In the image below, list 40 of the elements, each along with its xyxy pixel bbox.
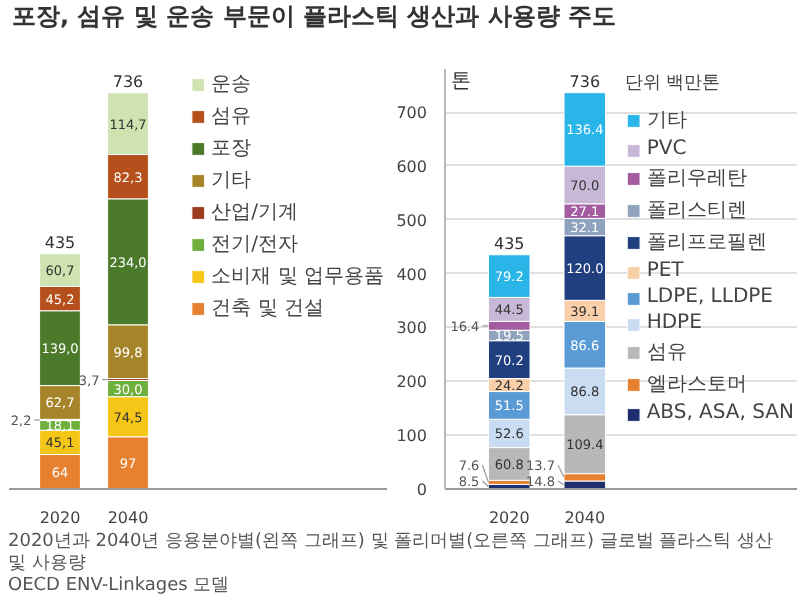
legend-label: 폴리스티렌 — [646, 198, 747, 224]
legend-label: 기타 — [646, 108, 687, 134]
legend-label: ABS, ASA, SAN — [646, 402, 794, 424]
legend-label: 건축 및 건설 — [211, 296, 324, 322]
legend-label: 섬유 — [211, 104, 252, 130]
legend-label: 폴리프로필렌 — [646, 230, 767, 256]
y-tick-label: 0 — [416, 481, 428, 499]
legend-title: 단위 백만톤 — [624, 72, 723, 96]
y-tick-label: 100 — [396, 427, 428, 446]
y-tick-label: 600 — [396, 157, 428, 176]
x-tick-label: 2020 — [488, 509, 530, 527]
legend-label: HDPE — [646, 312, 702, 334]
legend-label: 운송 — [211, 72, 252, 98]
text: 포장, 섬유 및 운송 부문이 플라스틱 생산과 사용량 주도 — [12, 0, 616, 34]
legend-label: PVC — [646, 138, 687, 160]
total-label: 736 — [569, 72, 601, 91]
legend-label: 산업/기계 — [211, 200, 299, 226]
y-tick-label: 700 — [396, 104, 428, 123]
legend-label: 기타 — [211, 168, 252, 194]
y-tick-label: 300 — [396, 319, 428, 338]
text: OECD ENV-Linkages 모델 — [8, 576, 230, 596]
x-tick-label: 2040 — [107, 509, 149, 527]
y-tick-label: 400 — [396, 265, 428, 284]
legend-label: 전기/전자 — [211, 232, 299, 258]
text: 2020년과 2040년 응용분야별(왼쪽 그래프) 및 폴리머별(오른쪽 그래프) 글로벌 플라스틱 생산 및 사용량 — [8, 532, 774, 574]
total-label: 435 — [44, 233, 76, 252]
legend-label: LDPE, LLDPE — [646, 286, 773, 308]
y-tick-label: 500 — [396, 211, 428, 230]
legend-label: 소비재 및 업무용품 — [211, 264, 384, 290]
total-label: 435 — [493, 234, 525, 253]
total-label: 736 — [112, 72, 144, 91]
legend-label: 폴리우레탄 — [646, 166, 747, 192]
x-tick-label: 2040 — [564, 509, 606, 527]
legend-label: 섬유 — [646, 340, 687, 366]
legend-label: 엘라스토머 — [646, 372, 747, 398]
legend-label: PET — [646, 260, 686, 282]
y-axis-title: 톤 — [451, 71, 471, 93]
legend-label: 포장 — [211, 136, 252, 162]
x-tick-label: 2020 — [39, 509, 81, 527]
y-tick-label: 200 — [396, 373, 428, 392]
